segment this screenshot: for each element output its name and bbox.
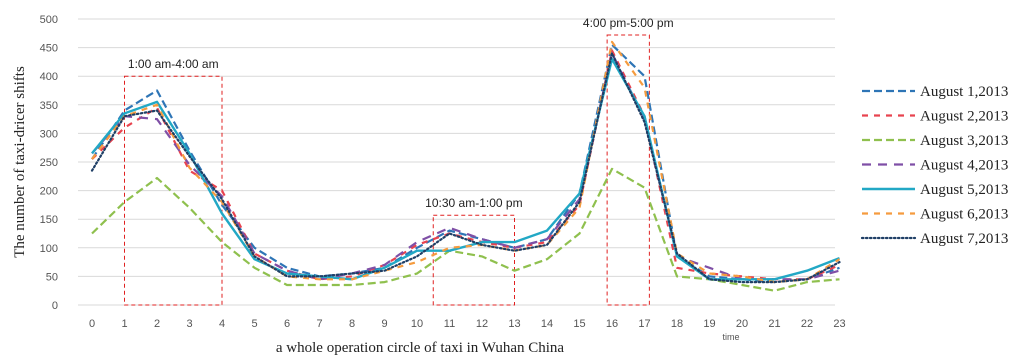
annotation-box <box>432 214 515 306</box>
x-tick-label: 15 <box>573 318 585 330</box>
legend: August 1,2013 August 2,2013 August 3,2013 A… <box>860 84 1008 247</box>
annotation-label: 4:00 pm-5:00 pm <box>583 16 674 30</box>
series-line <box>91 167 840 292</box>
legend-label: August 6,2013 <box>920 207 1008 223</box>
x-tick-label: 23 <box>833 318 845 330</box>
legend-label: August 3,2013 <box>920 133 1008 149</box>
y-axis-title: The number of taxi-dricer shifts <box>12 66 28 258</box>
series-line <box>90 52 841 284</box>
x-tick-label: 20 <box>736 318 748 330</box>
x-tick-label: 7 <box>316 318 322 330</box>
x-tick-label: 19 <box>703 318 715 330</box>
x-tick-label: 12 <box>476 318 488 330</box>
x-tick-label: 3 <box>186 318 192 330</box>
annotation-box <box>606 34 650 306</box>
series-line <box>91 43 840 284</box>
x-tick-label: 22 <box>801 318 813 330</box>
x-tick-label: 2 <box>154 318 160 330</box>
series-line <box>91 49 840 281</box>
y-tick-label: 100 <box>40 243 58 255</box>
x-tick-label: 4 <box>219 318 225 330</box>
x-tick-label: 17 <box>638 318 650 330</box>
series-lines <box>90 40 841 292</box>
y-tick-label: 300 <box>40 128 58 140</box>
legend-label: August 2,2013 <box>920 109 1008 125</box>
annotation-label: 10:30 am-1:00 pm <box>425 196 522 210</box>
x-tick-label: 9 <box>381 318 387 330</box>
y-tick-label: 250 <box>40 157 58 169</box>
x-tick-label: 10 <box>411 318 423 330</box>
x-tick-label: 5 <box>251 318 257 330</box>
legend-label: August 7,2013 <box>920 231 1008 247</box>
annotation-label: 1:00 am-4:00 am <box>128 57 219 71</box>
y-tick-label: 200 <box>40 186 58 198</box>
y-tick-label: 350 <box>40 100 58 112</box>
x-tick-label: 14 <box>541 318 553 330</box>
x-axis-title: a whole operation circle of taxi in Wuha… <box>276 340 565 356</box>
annotation-boxes: 1:00 am-4:00 am 10:30 am-1:00 pm 4:00 pm-5… <box>124 16 674 306</box>
legend-label: August 4,2013 <box>920 158 1008 174</box>
y-tick-label: 0 <box>52 300 58 312</box>
x-tick-label: 16 <box>606 318 618 330</box>
x-tick-label: 13 <box>508 318 520 330</box>
x-tick-label: 21 <box>768 318 780 330</box>
x-tick-label: 6 <box>284 318 290 330</box>
x-axis-unit-label: time <box>722 332 739 342</box>
x-tick-label: 0 <box>89 318 95 330</box>
x-tick-label: 11 <box>444 318 455 330</box>
legend-label: August 5,2013 <box>920 182 1008 198</box>
x-tick-label: 18 <box>671 318 683 330</box>
y-tick-label: 50 <box>46 271 58 283</box>
y-tick-label: 400 <box>40 71 58 83</box>
y-tick-label: 500 <box>40 14 58 26</box>
legend-label: August 1,2013 <box>920 84 1008 100</box>
gridlines <box>78 18 835 306</box>
series-line <box>91 40 841 284</box>
y-tick-label: 450 <box>40 43 58 55</box>
x-tick-label: 1 <box>121 318 127 330</box>
x-tick-label: 8 <box>349 318 355 330</box>
y-tick-label: 150 <box>40 214 58 226</box>
